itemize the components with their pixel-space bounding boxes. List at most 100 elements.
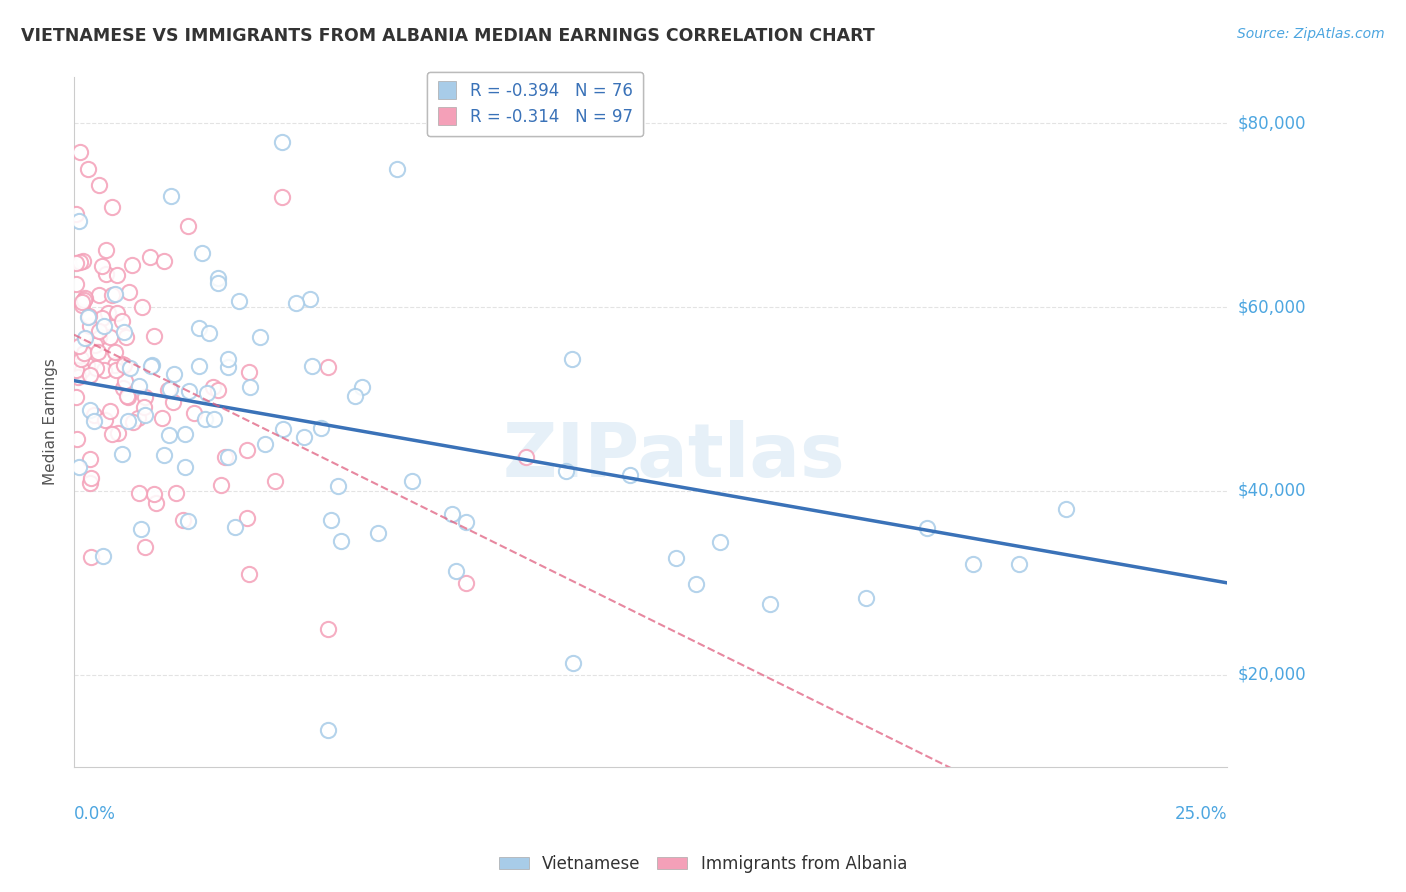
Point: [758, 597, 780, 611]
Point: [385, 162, 408, 177]
Point: [73, 293, 96, 308]
Point: [67, 369, 90, 384]
Point: [139, 250, 162, 264]
Point: [98, 330, 121, 344]
Point: [454, 515, 477, 529]
Point: [132, 400, 155, 414]
Point: [90, 259, 112, 273]
Point: [188, 359, 211, 373]
Text: Source: ZipAtlas.com: Source: ZipAtlas.com: [1237, 27, 1385, 41]
Point: [1054, 502, 1077, 516]
Point: [73, 291, 96, 305]
Point: [77, 162, 100, 177]
Point: [112, 358, 135, 372]
Point: [162, 394, 184, 409]
Point: [67, 214, 90, 228]
Point: [76, 358, 98, 372]
Point: [217, 351, 239, 366]
Point: [70, 294, 93, 309]
Point: [101, 288, 124, 302]
Point: [183, 406, 205, 420]
Point: [93, 319, 115, 334]
Point: [69, 255, 91, 269]
Point: [104, 358, 127, 372]
Point: [96, 243, 118, 257]
Point: [249, 329, 271, 343]
Point: [111, 447, 134, 461]
Point: [270, 190, 292, 204]
Y-axis label: Median Earnings: Median Earnings: [44, 359, 58, 485]
Point: [105, 306, 128, 320]
Point: [292, 430, 315, 444]
Point: [202, 412, 225, 426]
Point: [101, 200, 124, 214]
Point: [98, 404, 121, 418]
Point: [217, 450, 239, 464]
Point: [134, 390, 156, 404]
Point: [329, 533, 352, 548]
Point: [117, 414, 139, 428]
Point: [134, 540, 156, 554]
Point: [224, 520, 246, 534]
Point: [79, 318, 101, 333]
Point: [207, 276, 229, 290]
Point: [139, 359, 162, 373]
Point: [67, 459, 90, 474]
Point: [201, 380, 224, 394]
Point: [299, 292, 322, 306]
Point: [117, 389, 139, 403]
Point: [118, 360, 141, 375]
Point: [159, 189, 181, 203]
Point: [121, 258, 143, 272]
Legend: Vietnamese, Immigrants from Albania: Vietnamese, Immigrants from Albania: [492, 848, 914, 880]
Point: [70, 363, 93, 377]
Point: [316, 723, 339, 737]
Point: [134, 409, 156, 423]
Text: $20,000: $20,000: [1239, 665, 1306, 683]
Point: [665, 550, 688, 565]
Point: [94, 413, 117, 427]
Point: [285, 295, 308, 310]
Point: [65, 390, 87, 404]
Point: [962, 558, 984, 572]
Text: $80,000: $80,000: [1239, 114, 1306, 132]
Point: [89, 288, 111, 302]
Point: [165, 486, 187, 500]
Point: [77, 309, 100, 323]
Point: [87, 344, 110, 359]
Point: [80, 549, 103, 564]
Point: [214, 450, 236, 464]
Point: [270, 135, 292, 149]
Point: [100, 427, 122, 442]
Point: [65, 256, 87, 270]
Point: [157, 383, 180, 397]
Point: [440, 508, 463, 522]
Point: [142, 487, 165, 501]
Point: [352, 380, 374, 394]
Point: [228, 293, 250, 308]
Text: $40,000: $40,000: [1239, 482, 1306, 500]
Point: [150, 411, 173, 425]
Point: [72, 254, 94, 268]
Point: [127, 410, 149, 425]
Point: [239, 380, 262, 394]
Point: [207, 384, 229, 398]
Point: [401, 474, 423, 488]
Point: [79, 403, 101, 417]
Point: [173, 426, 195, 441]
Point: [316, 359, 339, 374]
Point: [83, 408, 105, 422]
Point: [367, 525, 389, 540]
Point: [65, 207, 87, 221]
Text: ZIPatlas: ZIPatlas: [502, 420, 845, 493]
Point: [319, 513, 342, 527]
Point: [69, 145, 91, 159]
Point: [179, 384, 201, 399]
Point: [343, 389, 366, 403]
Point: [96, 267, 118, 281]
Point: [72, 346, 94, 360]
Point: [188, 321, 211, 335]
Point: [561, 352, 583, 367]
Point: [104, 344, 127, 359]
Text: $60,000: $60,000: [1239, 298, 1306, 316]
